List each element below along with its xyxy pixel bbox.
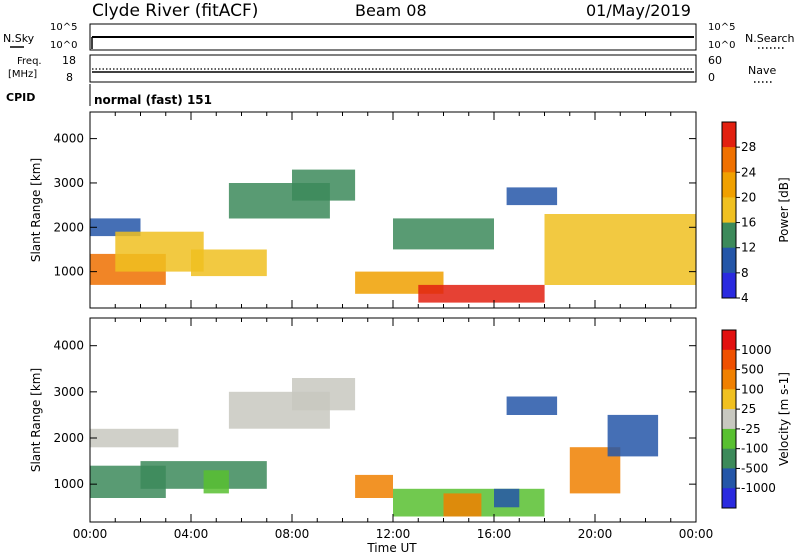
echo-region [544, 214, 696, 285]
colorbar-tick-label: -1000 [741, 481, 776, 495]
nsky-tick-top: 10^5 [50, 22, 77, 33]
colorbar-segment [722, 272, 736, 299]
colorbar-tick-label: 16 [741, 216, 756, 230]
colorbar-tick-label: 24 [741, 165, 756, 179]
echo-region [607, 414, 659, 457]
xaxis-label: Time UT [366, 541, 417, 554]
y-tick-label: 3000 [53, 176, 84, 190]
date-label: 01/May/2019 [586, 1, 691, 20]
freq-tick-top: 18 [62, 54, 76, 67]
colorbar-segment [722, 247, 736, 274]
colorbar-segment [722, 122, 736, 148]
y-tick-label: 4000 [53, 132, 84, 146]
colorbar-segment [722, 330, 736, 351]
colorbar-tick-label: 20 [741, 190, 756, 204]
colorbar-label: Velocity [m s-1] [777, 372, 791, 466]
colorbar-tick-label: -25 [741, 422, 761, 436]
y-tick-label: 1000 [53, 265, 84, 279]
time-axis: 00:00 04:00 08:00 12:00 16:00 20:00 00:00 [73, 527, 714, 541]
y-tick-label: 4000 [53, 339, 84, 353]
nave-tick-bottom: 0 [708, 71, 715, 84]
colorbar-segment [722, 448, 736, 469]
colorbar-segment [722, 147, 736, 173]
colorbar-segment [722, 428, 736, 450]
colorbar-segment [722, 409, 736, 430]
colorbar-frame [721, 121, 737, 299]
colorbar-tick-label: 25 [741, 402, 756, 416]
echo-region [90, 218, 141, 237]
nsearch-tick-bottom: 10^0 [708, 40, 735, 51]
y-axis-label: Slant Range [km] [29, 158, 43, 262]
colorbar-segment [722, 369, 736, 390]
station-title: Clyde River (fitACF) [92, 1, 258, 21]
echo-region [506, 187, 558, 206]
y-tick-label: 1000 [53, 477, 84, 491]
echo-region [393, 218, 494, 250]
colorbar-tick-label: -500 [741, 461, 768, 475]
colorbar-tick-label: 1000 [741, 343, 772, 357]
x-tick-label: 16:00 [477, 527, 512, 541]
echo-region [355, 474, 393, 498]
echo-region [90, 428, 179, 448]
colorbar-segment [722, 349, 736, 371]
nsky-label: N.Sky [3, 32, 35, 45]
x-tick-label: 00:00 [73, 527, 108, 541]
velocity-panel: 1000 2000 3000 4000 Slant Range [km] 1000 500 1… [29, 317, 791, 523]
y-tick-label: 2000 [53, 431, 84, 445]
echo-region [494, 488, 520, 508]
echo-region [506, 396, 558, 415]
nsearch-label: N.Search [745, 32, 795, 45]
nsky-tick-bottom: 10^0 [50, 40, 77, 51]
power-panel: 1000 2000 3000 4000 Slant Range [km] 28 24 20 16… [29, 111, 791, 309]
beam-label: Beam 08 [355, 1, 427, 20]
colorbar-tick-label: -100 [741, 442, 768, 456]
colorbar-segment [722, 197, 736, 223]
colorbar-frame [721, 329, 737, 509]
freq-label-line1: Freq. [17, 56, 42, 67]
echo-region [203, 470, 229, 494]
colorbar-segment [722, 488, 736, 509]
echo-region [115, 231, 204, 272]
freq-tick-bottom: 8 [66, 71, 73, 84]
colorbar-segment [722, 172, 736, 198]
freq-strip-frame [89, 54, 697, 83]
cpid-label: CPID [6, 91, 35, 104]
colorbar-label: Power [dB] [777, 177, 791, 242]
echo-region [191, 249, 267, 277]
echo-region [292, 378, 356, 411]
colorbar-tick-label: 12 [741, 241, 756, 255]
x-tick-label: 08:00 [275, 527, 310, 541]
nave-tick-top: 60 [708, 54, 722, 67]
colorbar-segment [722, 222, 736, 249]
cpid-text: normal (fast) 151 [94, 93, 212, 107]
y-axis-label: Slant Range [km] [29, 368, 43, 472]
nave-label: Nave [748, 64, 776, 77]
echo-region [443, 493, 482, 517]
echo-region [418, 284, 545, 303]
x-tick-label: 04:00 [174, 527, 209, 541]
colorbar-segment [722, 468, 736, 489]
x-tick-label: 12:00 [376, 527, 411, 541]
colorbar-segment [722, 389, 736, 410]
y-tick-label: 3000 [53, 385, 84, 399]
x-tick-label: 20:00 [578, 527, 613, 541]
colorbar-tick-label: 8 [741, 266, 749, 280]
y-tick-label: 2000 [53, 220, 84, 234]
freq-label-line2: [MHz] [8, 69, 37, 80]
colorbar-tick-label: 4 [741, 291, 749, 305]
x-tick-label: 00:00 [679, 527, 714, 541]
nsearch-tick-top: 10^5 [708, 22, 735, 33]
colorbar-tick-label: 100 [741, 382, 764, 396]
colorbar-tick-label: 28 [741, 140, 756, 154]
nsky-strip-frame [89, 23, 697, 51]
colorbar-tick-label: 500 [741, 363, 764, 377]
echo-region [292, 169, 356, 201]
